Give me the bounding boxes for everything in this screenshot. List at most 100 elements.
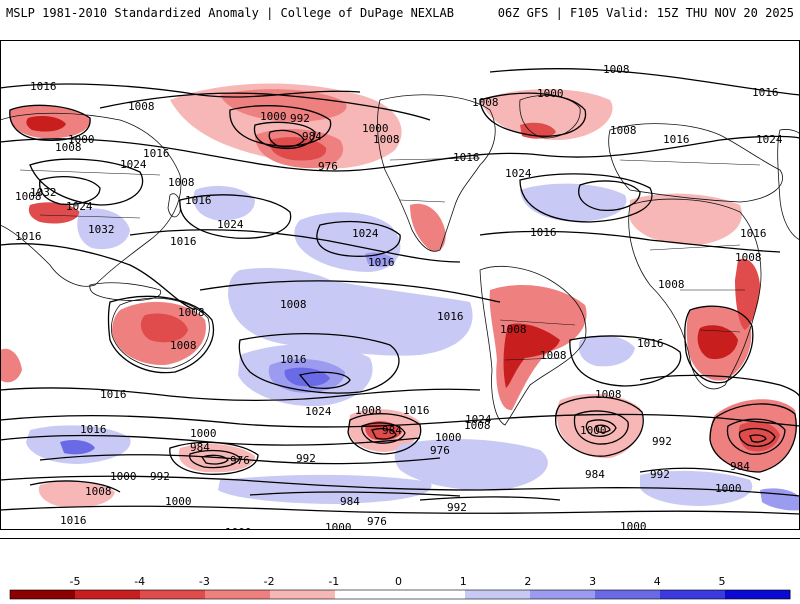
isobar-label: 1016	[453, 151, 480, 164]
isobar-1000-west-asia	[9, 104, 91, 141]
colorbar-ticks: -5 -4 -3 -2 -1 0 1 2 3 4 5	[70, 575, 726, 588]
colorbar-tick-label: -1	[328, 575, 339, 588]
isobar-label: 1008	[355, 404, 382, 417]
isobar-label: 1008	[373, 133, 400, 146]
colorbar-segments	[9, 589, 791, 600]
isobar-1000-low-spac	[347, 413, 422, 455]
isobar-label: 1008	[595, 388, 622, 401]
isobar-1000-low-satl	[554, 396, 644, 457]
isobar-label: 984	[382, 424, 402, 437]
anom-pos-e-asia	[77, 208, 130, 250]
isobar-label: 1000	[190, 427, 217, 440]
isobar-1008-s-africa	[684, 305, 754, 384]
anom-neg-w-asia-core	[26, 116, 66, 132]
colorbar-swatch	[10, 590, 76, 599]
isobar-label: 992	[447, 501, 467, 514]
isobar-label: 1000	[325, 521, 352, 530]
isobar-label: 1016	[80, 423, 107, 436]
isobar-label: 1008	[15, 190, 42, 203]
asia-east-right	[777, 129, 800, 241]
isobar-label: 1008	[55, 141, 82, 154]
isobar-label: 1016	[368, 256, 395, 269]
isobar-label: 1016	[437, 310, 464, 323]
anom-neg-mexico	[410, 203, 446, 252]
colorbar-tick-label: 1	[460, 575, 467, 588]
isobar-label: 1000	[362, 122, 389, 135]
isobar-label: 1000	[715, 482, 742, 495]
isobar-label: 1000	[225, 526, 252, 530]
isobar-label: 1024	[305, 405, 332, 418]
isobar-1000-low-sw	[169, 441, 259, 475]
isobar-label: 984	[730, 460, 750, 473]
isobar-1016-subtrop-npac	[129, 229, 461, 263]
isobar-976-low-sind	[749, 434, 767, 443]
isobar-label: 1000	[110, 470, 137, 483]
indonesia-outline	[89, 282, 162, 301]
anom-pos-s-atlantic-strip	[578, 335, 635, 367]
colorbar-frame	[9, 589, 791, 600]
isobar-label: 1008	[178, 306, 205, 319]
anom-neg-n-africa	[630, 193, 742, 245]
isobar-label: 984	[302, 130, 322, 143]
isobar-label: 976	[318, 160, 338, 173]
isobar-label: 1016	[15, 230, 42, 243]
isobar-label: 1008	[610, 124, 637, 137]
colorbar-swatch	[205, 590, 271, 599]
isobar-1016-spac-high	[238, 333, 400, 394]
isobar-984-low-sind	[738, 427, 776, 447]
isobar-1016-n-atlantic-high	[519, 173, 653, 223]
isobar-984-aleutian	[253, 121, 316, 150]
isobar-992-low-spac	[361, 422, 406, 444]
isobar-label: 992	[290, 112, 310, 125]
border-africa-1	[649, 244, 741, 251]
isobar-label: 1016	[530, 226, 557, 239]
isobar-label: 1008	[170, 339, 197, 352]
isobar-label: 1016	[185, 194, 212, 207]
anom-neg-left-edge	[0, 348, 22, 383]
isobar-992-low-sind	[726, 418, 786, 455]
isobar-1016-trop-atlantic	[479, 230, 781, 253]
isobar-1016-north-top	[0, 83, 361, 98]
map-bottom-rule	[0, 538, 800, 539]
isobar-label: 1032	[30, 186, 57, 199]
anom-neg-gulf-alaska-core	[269, 137, 327, 161]
isobar-1024-azores	[578, 180, 641, 211]
colorbar-tick-label: -3	[199, 575, 210, 588]
isobar-992-aleutian	[229, 105, 332, 147]
isobar-976-aleutian	[268, 129, 305, 148]
isobar-992-s	[39, 454, 441, 465]
isobar-label: 1016	[752, 86, 779, 99]
anom-neg-australia-core	[140, 313, 188, 343]
colorbar-swatch	[335, 590, 401, 599]
anom-pos-se-corner	[760, 488, 800, 511]
anom-neg-n-pacific-core	[220, 89, 347, 122]
isobar-1024-pacific-high	[179, 194, 292, 239]
colorbar-swatch	[595, 590, 661, 599]
colorbar-swatch	[140, 590, 206, 599]
anom-pos-n-atlantic	[520, 183, 627, 222]
colorbar-swatch	[75, 590, 141, 599]
border-us-canada	[389, 157, 481, 161]
isobar-label: 1008	[472, 96, 499, 109]
isobar-1000-far-south	[0, 505, 800, 515]
border-sa-1	[499, 319, 576, 326]
isobar-label: 976	[367, 515, 387, 528]
isobar-label: 1000	[68, 133, 95, 146]
isobar-label: 1016	[30, 80, 57, 93]
south-america-outline	[479, 265, 587, 426]
isobar-label: 1024	[756, 133, 783, 146]
isobar-1008-south-asia	[0, 243, 196, 311]
isobar-label: 1016	[280, 353, 307, 366]
isobar-992-far-south	[419, 496, 561, 501]
isobar-label: 1000	[435, 431, 462, 444]
isobar-label: 1008	[168, 176, 195, 189]
isobar-1032-siberia	[39, 176, 101, 206]
isobar-label: 1024	[465, 413, 492, 426]
colorbar-tick-label: 4	[654, 575, 661, 588]
colorbar-swatch	[465, 590, 531, 599]
colorbar-tick-label: -4	[134, 575, 145, 588]
anom-neg-sw-edge	[38, 480, 115, 508]
model-valid-time: 06Z GFS | F105 Valid: 15Z THU NOV 20 202…	[497, 6, 794, 20]
isobar-label: 1016	[637, 337, 664, 350]
isobar-984-far-south	[249, 491, 461, 497]
